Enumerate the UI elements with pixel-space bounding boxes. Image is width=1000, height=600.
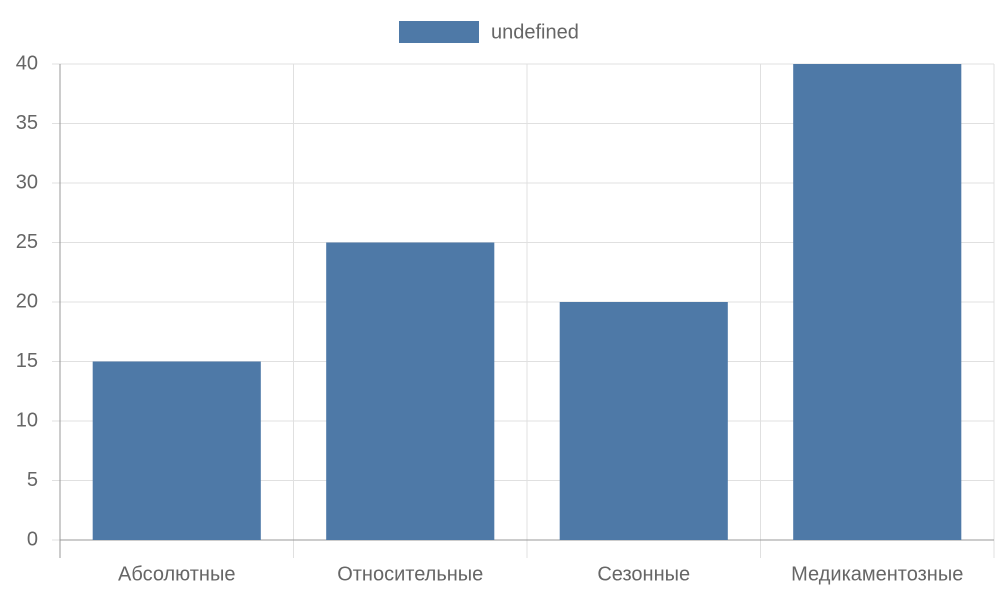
bar (559, 302, 728, 540)
y-tick-label: 15 (16, 350, 38, 372)
y-tick-label: 25 (16, 231, 38, 253)
y-tick-label: 35 (16, 112, 38, 134)
x-tick-label: Абсолютные (118, 563, 235, 585)
legend-swatch (399, 21, 479, 43)
x-tick-label: Медикаментозные (791, 563, 963, 585)
y-tick-label: 20 (16, 290, 38, 312)
y-tick-label: 5 (27, 469, 38, 491)
bar (92, 361, 261, 540)
x-tick-label: Сезонные (597, 563, 690, 585)
legend-label: undefined (491, 21, 579, 43)
y-tick-label: 40 (16, 52, 38, 74)
x-tick-label: Относительные (337, 563, 483, 585)
y-tick-label: 10 (16, 409, 38, 431)
bar (793, 64, 962, 540)
y-tick-label: 0 (27, 528, 38, 550)
y-tick-label: 30 (16, 171, 38, 193)
bar (326, 242, 495, 540)
